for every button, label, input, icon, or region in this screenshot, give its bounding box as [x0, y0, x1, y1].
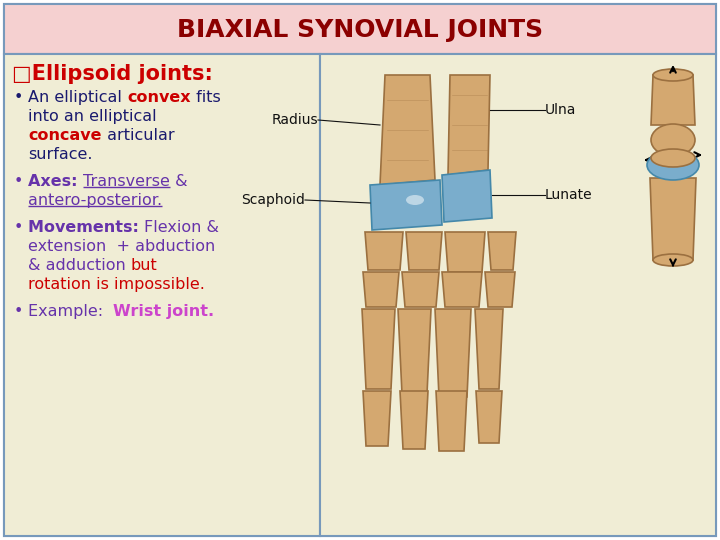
Polygon shape [651, 75, 695, 125]
Polygon shape [436, 391, 467, 451]
Text: surface.: surface. [28, 147, 92, 162]
Text: Wrist joint.: Wrist joint. [113, 304, 215, 319]
Polygon shape [650, 178, 696, 260]
Text: An elliptical: An elliptical [28, 90, 127, 105]
Text: antero-posterior.: antero-posterior. [28, 193, 162, 208]
Polygon shape [485, 272, 515, 307]
Polygon shape [442, 272, 482, 307]
Ellipse shape [651, 124, 695, 156]
Text: •: • [14, 174, 23, 189]
Text: Flexion &: Flexion & [145, 220, 220, 235]
Polygon shape [476, 391, 502, 443]
FancyBboxPatch shape [4, 4, 716, 54]
Polygon shape [365, 232, 403, 270]
Polygon shape [488, 232, 516, 270]
Ellipse shape [647, 150, 699, 180]
Text: Movements:: Movements: [28, 220, 145, 235]
Text: Scaphoid: Scaphoid [241, 193, 305, 207]
Polygon shape [402, 272, 439, 307]
Text: &: & [170, 174, 188, 189]
Polygon shape [370, 180, 442, 230]
FancyBboxPatch shape [4, 54, 320, 536]
Text: •: • [14, 90, 23, 105]
Text: concave: concave [28, 128, 102, 143]
Polygon shape [398, 309, 431, 394]
Ellipse shape [651, 149, 695, 167]
Polygon shape [380, 75, 435, 185]
Polygon shape [445, 232, 485, 272]
Polygon shape [448, 75, 490, 175]
Polygon shape [400, 391, 428, 449]
FancyBboxPatch shape [320, 54, 716, 536]
Text: rotation is impossible.: rotation is impossible. [28, 277, 205, 292]
Text: & adduction: & adduction [28, 258, 131, 273]
Polygon shape [363, 391, 391, 446]
Polygon shape [435, 309, 471, 397]
Polygon shape [442, 170, 492, 222]
Text: into an elliptical: into an elliptical [28, 109, 157, 124]
Polygon shape [475, 309, 503, 389]
Text: Transverse: Transverse [83, 174, 170, 189]
Polygon shape [406, 232, 442, 270]
Text: Lunate: Lunate [545, 188, 593, 202]
Text: but: but [131, 258, 158, 273]
Text: •: • [14, 304, 23, 319]
Text: □Ellipsoid joints:: □Ellipsoid joints: [12, 64, 213, 84]
Text: BIAXIAL SYNOVIAL JOINTS: BIAXIAL SYNOVIAL JOINTS [177, 18, 543, 42]
Ellipse shape [406, 195, 424, 205]
Text: Example:: Example: [28, 304, 113, 319]
Text: convex: convex [127, 90, 191, 105]
Text: extension  + abduction: extension + abduction [28, 239, 215, 254]
Text: Ulna: Ulna [545, 103, 577, 117]
Ellipse shape [653, 254, 693, 266]
Text: fits: fits [191, 90, 220, 105]
Polygon shape [363, 272, 399, 307]
Text: articular: articular [102, 128, 174, 143]
Polygon shape [362, 309, 395, 389]
Text: Radius: Radius [271, 113, 318, 127]
FancyBboxPatch shape [4, 4, 716, 536]
Ellipse shape [653, 69, 693, 81]
Text: •: • [14, 220, 23, 235]
Text: Axes:: Axes: [28, 174, 83, 189]
